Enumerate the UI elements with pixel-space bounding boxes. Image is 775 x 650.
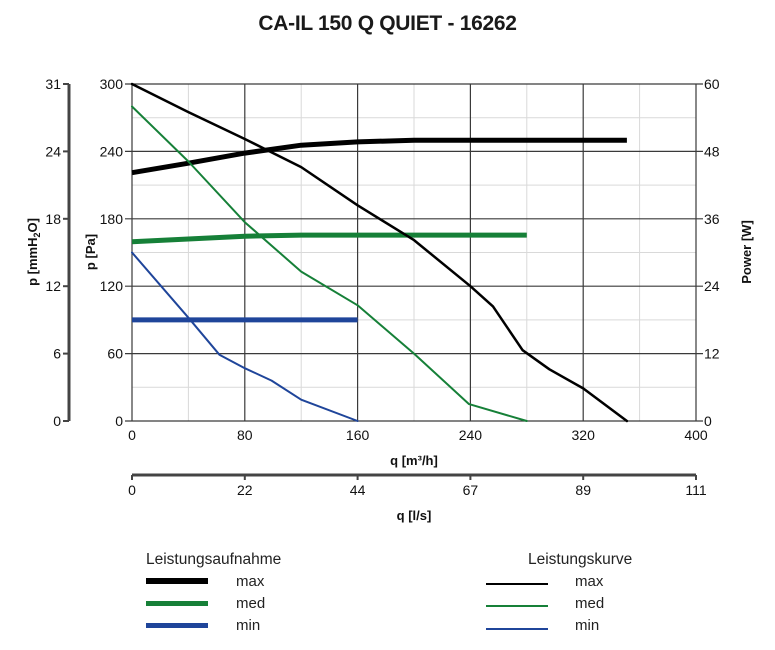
ls-tick-label: 0: [128, 482, 136, 498]
pa-tick-label: 120: [100, 278, 124, 294]
ls-tick-label: 89: [575, 482, 591, 498]
x-tick-label: 320: [572, 427, 596, 443]
x-tick-label: 160: [346, 427, 370, 443]
power-tick-label: 36: [704, 211, 720, 227]
x-tick-label: 400: [684, 427, 708, 443]
legend-swatch-max: [146, 578, 208, 584]
x-tick-label: 80: [237, 427, 253, 443]
mmh2o-tick-label: 31: [45, 76, 61, 92]
mmh2o-tick-label: 6: [53, 346, 61, 362]
ls-tick-label: 44: [350, 482, 366, 498]
axes-layer: [63, 83, 697, 480]
legend-item-med: med: [146, 592, 281, 614]
power-tick-label: 24: [704, 278, 720, 294]
legend-swatch-max: [486, 583, 548, 585]
chart-title: CA-IL 150 Q QUIET - 16262: [258, 12, 517, 35]
labels-layer: 0 6 12 18 24 31 0 60 120 180 240 300 0 12 24 36 48 60 0 80 1…: [25, 76, 754, 523]
legend-item-max: max: [486, 570, 632, 592]
legend-swatch-min: [486, 628, 548, 630]
ls-axis-title: q [l/s]: [397, 508, 432, 523]
power-tick-label: 0: [704, 413, 712, 429]
series-leistungskurve-min: [131, 251, 359, 422]
x-tick-label: 0: [128, 427, 136, 443]
mmh2o-tick-label: 24: [45, 143, 61, 159]
legend-swatch-med: [486, 605, 548, 607]
legend-item-max: max: [146, 570, 281, 592]
power-tick-label: 60: [704, 76, 720, 92]
legend-performance-curve: Leistungskurve max med min: [486, 551, 632, 636]
mmh2o-tick-label: 18: [45, 211, 61, 227]
legend-power-consumption: Leistungsaufnahme max med min: [146, 551, 281, 636]
legend-label-min: min: [236, 616, 261, 634]
x-axis-title: q [m³/h]: [390, 453, 438, 468]
series-leistungskurve-max: [130, 82, 629, 423]
mmh2o-tick-label: 0: [53, 413, 61, 429]
series-leistungskurve-med: [131, 105, 528, 422]
series-leistungsaufnahme-med: [131, 232, 527, 245]
legend-item-med: med: [486, 592, 632, 614]
ls-tick-label: 111: [685, 482, 706, 498]
legend-label-med: med: [575, 594, 605, 612]
legend-label-max: max: [236, 572, 265, 590]
mmh2o-tick-label: 12: [45, 278, 61, 294]
pa-tick-label: 240: [100, 143, 124, 159]
ls-tick-label: 67: [463, 482, 479, 498]
legend-label-min: min: [575, 616, 600, 634]
legend-swatch-med: [146, 600, 208, 606]
pa-tick-label: 300: [100, 76, 124, 92]
legend-right-title: Leistungskurve: [528, 551, 633, 568]
power-tick-label: 12: [704, 346, 720, 362]
legend-left-title: Leistungsaufnahme: [146, 551, 282, 568]
legend-label-max: max: [575, 572, 604, 590]
x-tick-label: 240: [459, 427, 483, 443]
power-tick-label: 48: [704, 143, 720, 159]
legend-swatch-min: [146, 622, 208, 628]
pa-tick-label: 0: [115, 413, 123, 429]
pa-tick-label: 180: [100, 211, 124, 227]
power-axis-title: Power [W]: [739, 220, 754, 284]
legend-label-med: med: [236, 594, 266, 612]
legend-item-min: min: [146, 614, 281, 636]
pa-tick-label: 60: [107, 346, 123, 362]
series-leistungsaufnahme-max: [131, 137, 627, 176]
ls-tick-label: 22: [237, 482, 253, 498]
pa-axis-title: p [Pa]: [83, 234, 98, 270]
series-layer: [130, 82, 629, 423]
mmh2o-axis-title: p [mmH2O]: [25, 218, 42, 286]
legend-item-min: min: [486, 614, 632, 636]
grid-minor: [132, 84, 696, 421]
